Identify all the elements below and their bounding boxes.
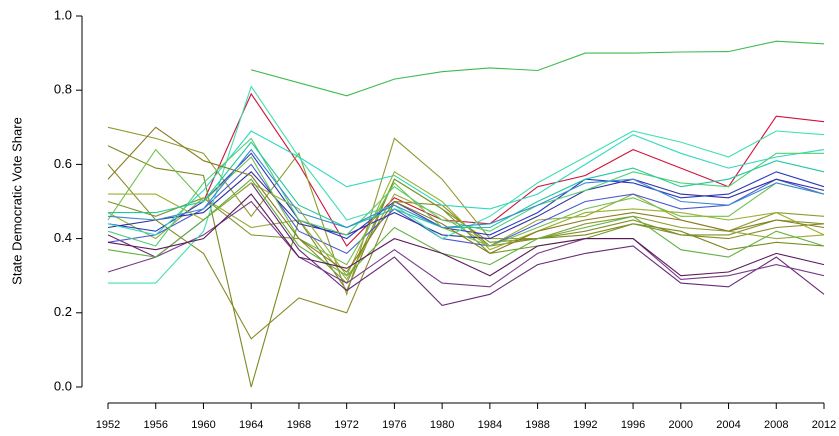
y-tick-label: 0.8 [54,82,72,97]
y-axis-label: State Democratic Vote Share [9,117,24,285]
series-line [107,130,825,236]
series-line [108,85,825,284]
x-tick-label: 1976 [382,419,406,431]
y-tick-label: 0.4 [54,230,72,245]
x-tick-label: 1952 [96,419,120,431]
series-line [108,141,825,229]
y-tick-label: 0.0 [54,378,72,393]
x-tick-label: 1960 [191,419,215,431]
x-tick-label: 1996 [621,419,645,431]
x-tick-label: 1972 [334,419,358,431]
x-tick-label: 1980 [430,419,454,431]
x-tick-label: 1956 [143,419,167,431]
x-tick-label: 2004 [716,419,740,431]
series-line [107,178,825,277]
x-tick-label: 1964 [239,419,263,431]
series-line [107,163,825,255]
x-tick-label: 2000 [669,419,693,431]
series-line [107,193,825,277]
y-tick-label: 0.2 [54,304,72,319]
x-tick-label: 1984 [478,419,502,431]
x-tick-label: 1992 [573,419,597,431]
x-tick-label: 1968 [287,419,311,431]
series-line [107,148,825,229]
y-tick-label: 0.6 [54,156,72,171]
y-tick-label: 1.0 [54,7,72,22]
series-line [251,40,825,97]
series-line [107,200,825,288]
series-line [107,126,825,273]
x-tick-label: 2012 [812,419,836,431]
x-tick-label: 2008 [764,419,788,431]
x-tick-label: 1988 [525,419,549,431]
series-line [107,126,825,297]
series-line [107,182,825,307]
